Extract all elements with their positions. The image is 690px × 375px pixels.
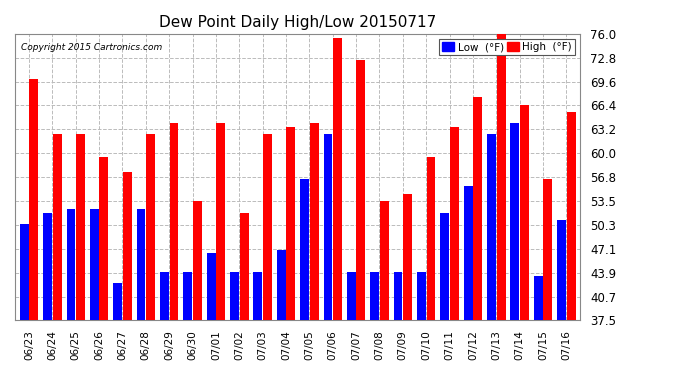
Bar <box>357 60 365 320</box>
Bar <box>90 209 99 320</box>
Bar <box>426 157 435 320</box>
Bar <box>76 134 85 320</box>
Bar <box>30 79 38 320</box>
Legend: Low  (°F), High  (°F): Low (°F), High (°F) <box>439 39 575 56</box>
Bar <box>146 134 155 320</box>
Bar <box>347 272 356 320</box>
Bar <box>20 224 29 320</box>
Bar <box>371 272 379 320</box>
Bar <box>207 254 215 320</box>
Bar <box>239 213 248 320</box>
Bar <box>170 123 179 320</box>
Bar <box>52 134 61 320</box>
Bar <box>333 38 342 320</box>
Bar <box>543 179 552 320</box>
Bar <box>286 127 295 320</box>
Bar <box>380 201 388 320</box>
Bar <box>113 283 122 320</box>
Title: Dew Point Daily High/Low 20150717: Dew Point Daily High/Low 20150717 <box>159 15 436 30</box>
Bar <box>557 220 566 320</box>
Bar <box>300 179 309 320</box>
Bar <box>253 272 262 320</box>
Bar <box>450 127 459 320</box>
Bar <box>417 272 426 320</box>
Bar <box>123 172 132 320</box>
Bar <box>193 201 201 320</box>
Bar <box>534 276 542 320</box>
Bar <box>473 97 482 320</box>
Text: Copyright 2015 Cartronics.com: Copyright 2015 Cartronics.com <box>21 42 162 51</box>
Bar <box>43 213 52 320</box>
Bar <box>324 134 333 320</box>
Bar <box>511 123 520 320</box>
Bar <box>216 123 225 320</box>
Bar <box>440 213 449 320</box>
Bar <box>566 112 575 320</box>
Bar <box>393 272 402 320</box>
Bar <box>184 272 193 320</box>
Bar <box>487 134 496 320</box>
Bar <box>137 209 146 320</box>
Bar <box>99 157 108 320</box>
Bar <box>520 105 529 320</box>
Bar <box>160 272 169 320</box>
Bar <box>310 123 319 320</box>
Bar <box>277 250 286 320</box>
Bar <box>497 34 506 320</box>
Bar <box>464 186 473 320</box>
Bar <box>263 134 272 320</box>
Bar <box>230 272 239 320</box>
Bar <box>403 194 412 320</box>
Bar <box>66 209 75 320</box>
